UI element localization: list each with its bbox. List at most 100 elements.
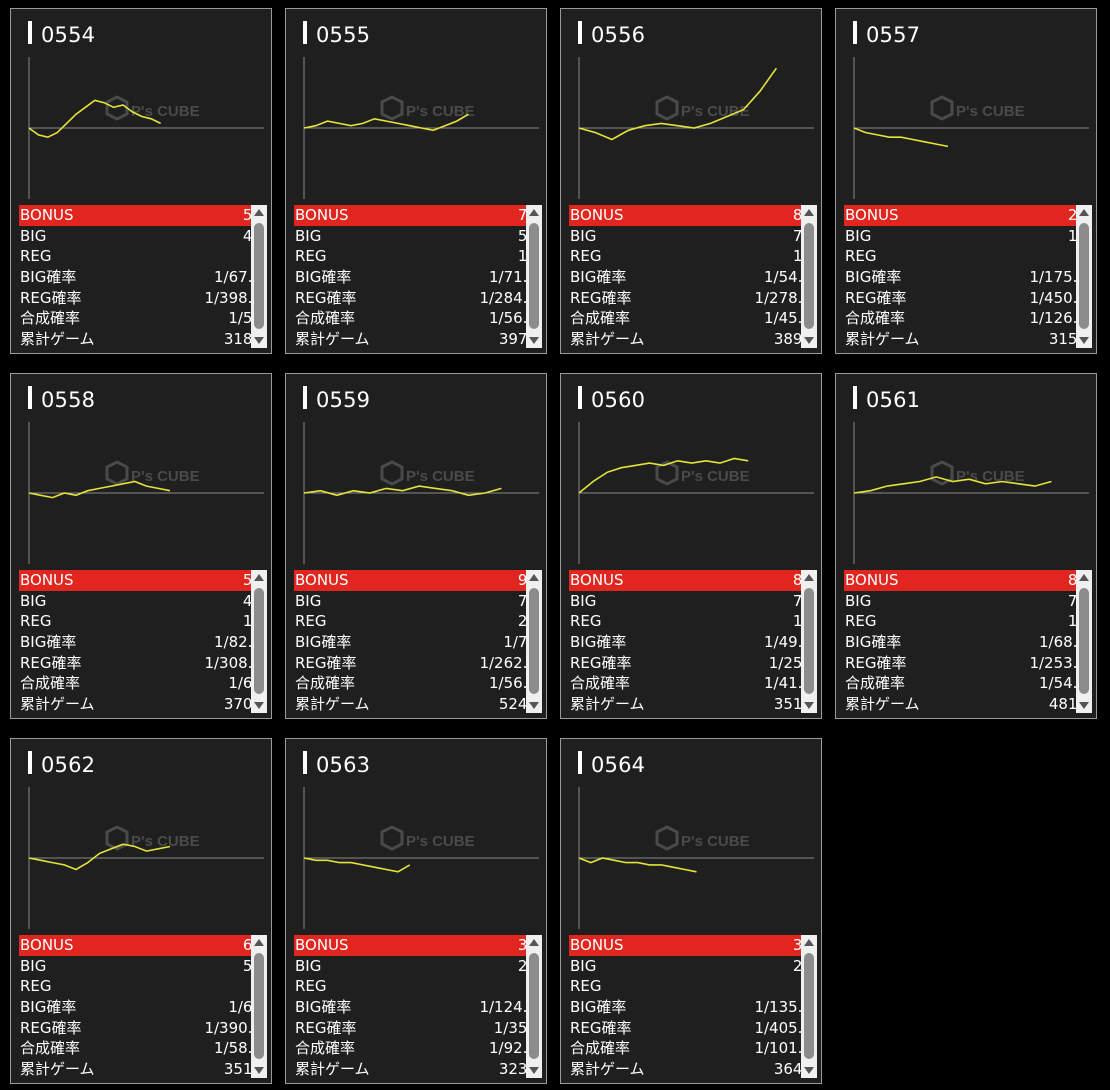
machine-card[interactable]: 0562 P's CUBE BONUS60BIG51REG9BIG確率1/69REG… xyxy=(10,738,272,1084)
big-label: BIG xyxy=(845,226,872,245)
scroll-up-icon[interactable] xyxy=(254,939,264,946)
machine-card[interactable]: 0557 P's CUBE BONUS25BIG18REG7BIG確率 1/175.4… xyxy=(835,8,1097,354)
scroll-thumb[interactable] xyxy=(254,223,264,329)
reg-rate-row: REG確率 1/390.7 xyxy=(19,1018,265,1039)
total-games-row: 累計ゲーム 3188 xyxy=(19,329,265,350)
cube-icon xyxy=(105,460,129,486)
big-rate-label: BIG確率 xyxy=(570,998,627,1017)
scroll-thumb[interactable] xyxy=(1079,588,1089,694)
scroll-down-icon[interactable] xyxy=(804,337,814,344)
scroll-thumb[interactable] xyxy=(529,588,539,694)
machine-card[interactable]: 0559 P's CUBE BONUS93BIG73REG20BIG確率1/72RE… xyxy=(285,373,547,719)
reg-label: REG xyxy=(20,977,52,996)
machine-card[interactable]: 0560 P's CUBE BONUS85BIG71REG14BIG確率 1/49.5… xyxy=(560,373,822,719)
big-rate-value: 1/82.4 xyxy=(214,633,262,652)
cube-icon xyxy=(380,825,404,851)
machine-card[interactable]: 0556 P's CUBE BONUS85BIG71REG14BIG確率 1/54.9… xyxy=(560,8,822,354)
machine-card[interactable]: 0561 P's CUBE BONUS89BIG70REG19BIG確率 1/68.8… xyxy=(835,373,1097,719)
stats-scrollbar[interactable] xyxy=(251,205,267,348)
scroll-down-icon[interactable] xyxy=(529,1067,539,1074)
reg-rate-row: REG確率 1/359 xyxy=(294,1018,540,1039)
scroll-down-icon[interactable] xyxy=(254,1067,264,1074)
big-rate-value: 1/135.1 xyxy=(754,998,812,1017)
scroll-up-icon[interactable] xyxy=(529,939,539,946)
big-rate-value: 1/67.9 xyxy=(214,268,262,287)
scroll-up-icon[interactable] xyxy=(804,574,814,581)
machine-card[interactable]: 0564 P's CUBE BONUS36BIG27REG9BIG確率 1/135.1… xyxy=(560,738,822,1084)
scroll-thumb[interactable] xyxy=(529,953,539,1059)
bonus-row: BONUS89 xyxy=(844,570,1090,591)
reg-label: REG xyxy=(295,247,327,266)
watermark-logo: P's CUBE xyxy=(380,825,475,851)
bonus-label: BONUS xyxy=(845,571,899,589)
machine-card[interactable]: 0563 P's CUBE BONUS35BIG26REG9BIG確率 1/124.3… xyxy=(285,738,547,1084)
big-label: BIG xyxy=(295,226,322,245)
stats-scrollbar[interactable] xyxy=(251,935,267,1078)
watermark-logo: P's CUBE xyxy=(655,95,750,121)
scroll-thumb[interactable] xyxy=(529,223,539,329)
big-rate-label: BIG確率 xyxy=(295,633,352,652)
scroll-thumb[interactable] xyxy=(804,223,814,329)
scroll-down-icon[interactable] xyxy=(1079,337,1089,344)
reg-row: REG7 xyxy=(844,246,1090,267)
scroll-thumb[interactable] xyxy=(1079,223,1089,329)
reg-row: REG9 xyxy=(569,976,815,997)
scroll-up-icon[interactable] xyxy=(1079,209,1089,216)
total-games-label: 累計ゲーム xyxy=(295,330,370,349)
watermark-text: P's CUBE xyxy=(956,103,1025,120)
stats-scrollbar[interactable] xyxy=(801,205,817,348)
stats-scrollbar[interactable] xyxy=(526,570,542,713)
big-row: BIG47 xyxy=(19,226,265,247)
scroll-up-icon[interactable] xyxy=(529,209,539,216)
total-games-label: 累計ゲーム xyxy=(570,695,645,714)
title-accent-bar xyxy=(28,751,32,774)
big-rate-row: BIG確率 1/175.4 xyxy=(844,267,1090,288)
reg-rate-row: REG確率 1/450.9 xyxy=(844,288,1090,309)
stats-scrollbar[interactable] xyxy=(251,570,267,713)
cube-icon xyxy=(380,95,404,121)
stats-scrollbar[interactable] xyxy=(801,570,817,713)
total-rate-row: 合成確率 1/41.4 xyxy=(569,673,815,694)
big-rate-row: BIG確率 1/82.4 xyxy=(19,632,265,653)
total-rate-label: 合成確率 xyxy=(20,1039,81,1058)
scroll-up-icon[interactable] xyxy=(804,939,814,946)
reg-label: REG xyxy=(20,247,52,266)
scroll-thumb[interactable] xyxy=(804,588,814,694)
cube-icon xyxy=(930,460,954,486)
scroll-down-icon[interactable] xyxy=(804,1067,814,1074)
reg-rate-label: REG確率 xyxy=(20,653,82,672)
bonus-row: BONUS57 xyxy=(19,570,265,591)
machine-card[interactable]: 0558 P's CUBE BONUS57BIG45REG12BIG確率 1/82.4… xyxy=(10,373,272,719)
scroll-thumb[interactable] xyxy=(804,953,814,1059)
scroll-down-icon[interactable] xyxy=(529,337,539,344)
stats-scrollbar[interactable] xyxy=(801,935,817,1078)
scroll-down-icon[interactable] xyxy=(254,702,264,709)
scroll-up-icon[interactable] xyxy=(1079,574,1089,581)
stats-scrollbar[interactable] xyxy=(526,935,542,1078)
scroll-thumb[interactable] xyxy=(254,588,264,694)
reg-label: REG xyxy=(845,612,877,631)
big-rate-label: BIG確率 xyxy=(845,633,902,652)
scroll-down-icon[interactable] xyxy=(1079,702,1089,709)
machine-card[interactable]: 0555 P's CUBE BONUS70BIG56REG14BIG確率 1/71.1… xyxy=(285,8,547,354)
scroll-down-icon[interactable] xyxy=(529,702,539,709)
scroll-up-icon[interactable] xyxy=(804,209,814,216)
big-label: BIG xyxy=(570,591,597,610)
stats-scrollbar[interactable] xyxy=(526,205,542,348)
scroll-down-icon[interactable] xyxy=(804,702,814,709)
scroll-thumb[interactable] xyxy=(254,953,264,1059)
scroll-up-icon[interactable] xyxy=(254,574,264,581)
stats-table: BONUS89BIG70REG19BIG確率 1/68.8 REG確率 1/253.2… xyxy=(844,570,1090,713)
stats-scrollbar[interactable] xyxy=(1076,570,1092,713)
stats-table: BONUS55BIG47REG8BIG確率1/67.9REG確率1/398.5合… xyxy=(19,205,265,348)
bonus-row: BONUS93 xyxy=(294,570,540,591)
title-accent-bar xyxy=(578,21,582,44)
stats-scrollbar[interactable] xyxy=(1076,205,1092,348)
total-rate-row: 合成確率 1/58.6 xyxy=(19,1038,265,1059)
scroll-up-icon[interactable] xyxy=(254,209,264,216)
reg-label: REG xyxy=(295,612,327,631)
scroll-down-icon[interactable] xyxy=(254,337,264,344)
scroll-up-icon[interactable] xyxy=(529,574,539,581)
reg-rate-row: REG確率 1/398.5 xyxy=(19,288,265,309)
